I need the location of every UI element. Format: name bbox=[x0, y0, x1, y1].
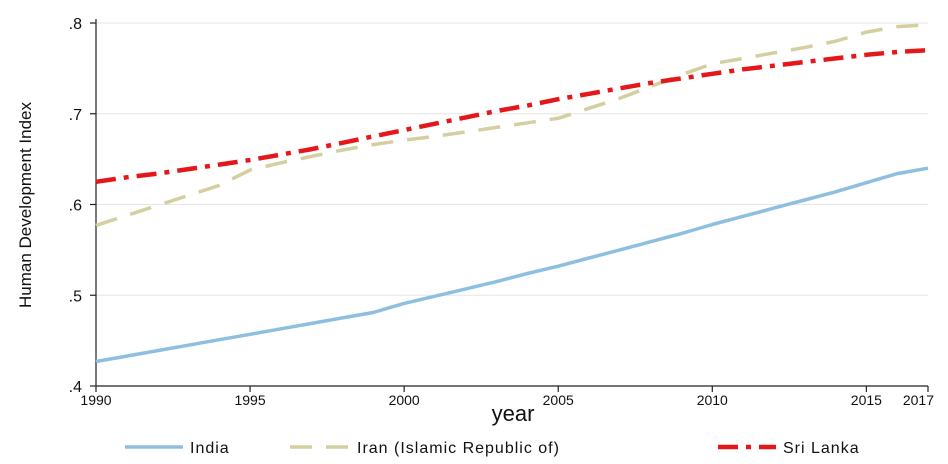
y-axis-title: Human Development Index bbox=[16, 102, 35, 309]
series-line-iran-islamic-republic-of bbox=[95, 23, 929, 228]
grid-layer bbox=[96, 22, 928, 296]
x-tick-label: 2010 bbox=[697, 392, 728, 408]
legend-label: India bbox=[190, 440, 230, 457]
legend: India Iran (Islamic Republic of) Sri Lanka bbox=[125, 440, 860, 457]
series-line-sri-lanka bbox=[95, 47, 929, 185]
x-tick-label: 2017 bbox=[903, 392, 934, 408]
series-line-india bbox=[95, 166, 929, 364]
legend-label: Sri Lanka bbox=[783, 440, 860, 457]
x-tick-label: 2000 bbox=[389, 392, 420, 408]
x-tick-label: 2015 bbox=[851, 392, 882, 408]
series-layer bbox=[95, 23, 929, 364]
y-tick-label: .4 bbox=[69, 379, 82, 396]
y-tick-label: .6 bbox=[69, 198, 82, 215]
x-tick-label: 1990 bbox=[80, 392, 111, 408]
y-tick-label: .8 bbox=[69, 16, 82, 33]
labels-layer: year Human Development Index .4 .5 .6 .7 .8 1… bbox=[16, 16, 934, 426]
x-axis-title: year bbox=[492, 401, 535, 426]
legend-label: Iran (Islamic Republic of) bbox=[357, 440, 560, 457]
x-tick-label: 1995 bbox=[234, 392, 265, 408]
x-tick-label: 2005 bbox=[543, 392, 574, 408]
y-tick-label: .5 bbox=[69, 288, 82, 305]
axes-layer bbox=[90, 19, 929, 392]
y-tick-label: .7 bbox=[69, 107, 82, 124]
